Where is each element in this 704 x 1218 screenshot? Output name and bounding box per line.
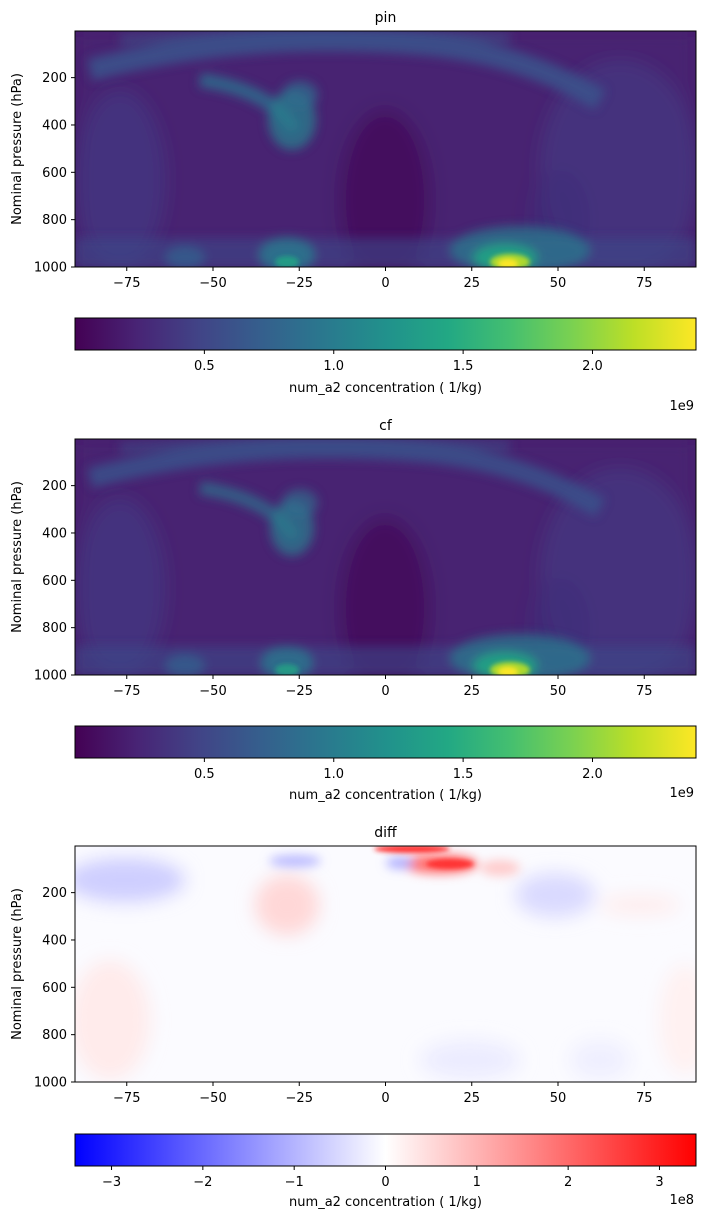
y-tick-label: 800 [42, 1028, 67, 1043]
y-tick-label: 400 [42, 933, 67, 948]
panel-diff: diff N [10, 825, 697, 1210]
x-tick-label: 50 [550, 684, 567, 699]
x-tick-label: −25 [286, 684, 313, 699]
x-tick-label: −50 [199, 1091, 226, 1106]
colorbar-label: num_a2 concentration ( 1/kg) [289, 381, 482, 396]
y-axis-label: Nominal pressure (hPa) [10, 888, 25, 1040]
colorbar: 0.5 1.0 1.5 2.0 num_a2 concentration ( 1/kg… [74, 725, 697, 803]
y-ticks: 200 400 600 800 1000 [34, 886, 75, 1091]
y-ticks: 200 400 600 800 1000 [34, 71, 75, 276]
colorbar-tick-label: 1.5 [453, 767, 474, 782]
panel-pin: pin [10, 10, 697, 414]
y-tick-label: 200 [42, 71, 67, 86]
panel-title: diff [374, 825, 397, 841]
y-tick-label: 600 [42, 981, 67, 996]
colorbar-tick-label: 0 [381, 1175, 389, 1190]
x-tick-label: 50 [550, 276, 567, 291]
colorbar-tick-label: 1 [473, 1175, 481, 1190]
colorbar-offset-text: 1e9 [669, 786, 694, 801]
heatmap-field [75, 846, 696, 1082]
x-tick-label: −50 [199, 684, 226, 699]
x-tick-label: −25 [286, 276, 313, 291]
x-tick-label: −50 [199, 276, 226, 291]
colorbar-offset-text: 1e9 [669, 399, 694, 414]
heatmap-field [75, 31, 696, 267]
x-tick-label: 0 [381, 276, 389, 291]
y-tick-label: 600 [42, 166, 67, 181]
panel-title: cf [379, 418, 393, 434]
x-tick-label: −25 [286, 1091, 313, 1106]
y-tick-label: 1000 [34, 1076, 67, 1091]
colorbar-tick-label: 0.5 [194, 767, 215, 782]
colorbar-tick-label: 2.0 [582, 767, 603, 782]
y-tick-label: 400 [42, 118, 67, 133]
x-tick-label: 75 [636, 276, 653, 291]
colorbar-offset-text: 1e8 [669, 1193, 694, 1208]
colorbar-tick-label: 0.5 [194, 359, 215, 374]
colorbar-tick-label: 2.0 [582, 359, 603, 374]
colorbar-ticks: −3 −2 −1 0 1 2 3 [102, 1166, 664, 1190]
colorbar-tick-label: 1.0 [323, 359, 344, 374]
colorbar-tick-label: 3 [655, 1175, 663, 1190]
y-tick-label: 600 [42, 574, 67, 589]
heatmap-field [75, 439, 696, 675]
x-tick-label: 75 [636, 1091, 653, 1106]
y-ticks: 200 400 600 800 1000 [34, 479, 75, 684]
colorbar-tick-label: −2 [193, 1175, 212, 1190]
panel-cf: cf [10, 418, 697, 803]
colorbar-gradient [74, 317, 697, 351]
x-tick-label: 25 [463, 1091, 480, 1106]
y-tick-label: 800 [42, 213, 67, 228]
x-ticks: −75 −50 −25 0 25 50 75 [113, 675, 653, 699]
x-ticks: −75 −50 −25 0 25 50 75 [113, 267, 653, 291]
y-tick-label: 400 [42, 526, 67, 541]
x-tick-label: −75 [113, 684, 140, 699]
colorbar-tick-label: 1.5 [453, 359, 474, 374]
x-ticks: −75 −50 −25 0 25 50 75 [113, 1082, 653, 1106]
colorbar-tick-label: −1 [285, 1175, 304, 1190]
colorbar-tick-label: 2 [564, 1175, 572, 1190]
y-tick-label: 1000 [34, 669, 67, 684]
panel-title: pin [375, 10, 397, 26]
y-tick-label: 200 [42, 886, 67, 901]
colorbar-label: num_a2 concentration ( 1/kg) [289, 1195, 482, 1210]
x-tick-label: 50 [550, 1091, 567, 1106]
colorbar-label: num_a2 concentration ( 1/kg) [289, 788, 482, 803]
y-tick-label: 1000 [34, 261, 67, 276]
y-axis-label: Nominal pressure (hPa) [10, 73, 25, 225]
colorbar-ticks: 0.5 1.0 1.5 2.0 [194, 350, 603, 374]
x-tick-label: 25 [463, 276, 480, 291]
x-tick-label: 0 [381, 1091, 389, 1106]
colorbar: −3 −2 −1 0 1 2 3 num_a2 concentration ( 1/kg) … [74, 1133, 697, 1210]
colorbar-ticks: 0.5 1.0 1.5 2.0 [194, 758, 603, 782]
colorbar: 0.5 1.0 1.5 2.0 num_a2 concentration ( 1/kg… [74, 317, 697, 414]
colorbar-tick-label: 1.0 [323, 767, 344, 782]
x-tick-label: 0 [381, 684, 389, 699]
y-tick-label: 200 [42, 479, 67, 494]
y-tick-label: 800 [42, 621, 67, 636]
colorbar-tick-label: −3 [102, 1175, 121, 1190]
colorbar-gradient [74, 725, 697, 759]
x-tick-label: 75 [636, 684, 653, 699]
y-axis-label: Nominal pressure (hPa) [10, 481, 25, 633]
x-tick-label: −75 [113, 276, 140, 291]
colorbar-gradient [74, 1133, 697, 1167]
x-tick-label: 25 [463, 684, 480, 699]
x-tick-label: −75 [113, 1091, 140, 1106]
